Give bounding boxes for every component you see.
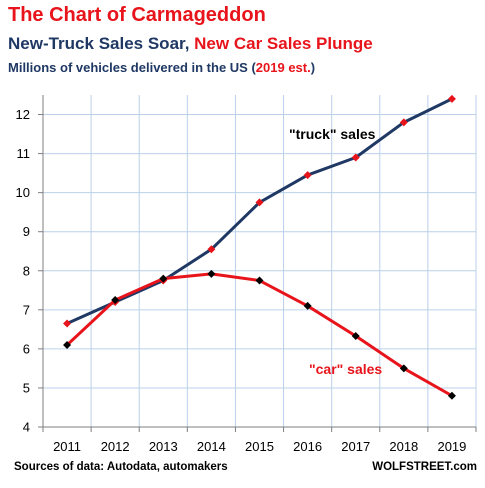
x-tick-label-2017: 2017 (341, 439, 370, 454)
truck-marker-2016 (303, 171, 312, 180)
truck-marker-2011 (63, 319, 72, 328)
car-marker-2017 (351, 331, 360, 340)
truck-series-line (66, 97, 453, 325)
chart-units: Millions of vehicles delivered in the US… (8, 60, 315, 75)
x-tick-label-2016: 2016 (293, 439, 322, 454)
y-tick-label: 11 (17, 146, 31, 161)
x-tick-label-2019: 2019 (437, 439, 466, 454)
car-marker-2012 (111, 296, 120, 305)
car-series-label: "car" sales (309, 361, 382, 377)
x-tick-label-2011: 2011 (53, 439, 81, 454)
x-tick-label-2015: 2015 (245, 439, 274, 454)
truck-marker-2018 (399, 118, 408, 127)
truck-marker-2014 (207, 245, 216, 254)
car-marker-2019 (447, 391, 456, 400)
car-marker-2014 (207, 269, 216, 278)
subtitle-car: New Car Sales Plunge (194, 34, 373, 53)
car-marker-2015 (255, 276, 264, 285)
y-tick-label: 6 (23, 341, 30, 356)
y-tick-label: 12 (16, 107, 30, 122)
truck-marker-2019 (447, 94, 456, 103)
y-tick-label: 10 (16, 185, 30, 200)
y-tick-label: 5 (23, 380, 30, 395)
units-label: Millions of vehicles delivered in the US… (8, 60, 256, 75)
car-marker-2018 (399, 364, 408, 373)
car-marker-2013 (159, 274, 168, 283)
units-close: ) (310, 60, 316, 75)
car-series-line (66, 272, 453, 398)
brand-logo-text: WOLFSTREET.com (372, 461, 477, 473)
data-source: Sources of data: Autodata, automakers (14, 461, 228, 473)
x-tick-label-2014: 2014 (197, 439, 226, 454)
x-tick-label-2013: 2013 (149, 439, 178, 454)
chart-subtitle: New-Truck Sales Soar, New Car Sales Plun… (8, 34, 373, 54)
subtitle-truck: New-Truck Sales Soar, (8, 34, 190, 53)
chart-title: The Chart of Carmageddon (8, 4, 266, 26)
x-tick-label-2018: 2018 (389, 439, 418, 454)
units-estimate: 2019 est. (255, 60, 311, 75)
y-tick-label: 9 (23, 224, 30, 239)
x-tick-label-2012: 2012 (101, 439, 130, 454)
truck-marker-2017 (351, 153, 360, 162)
y-tick-label: 4 (23, 420, 30, 435)
car-marker-2011 (63, 340, 72, 349)
car-marker-2016 (303, 301, 312, 310)
truck-marker-2015 (255, 198, 264, 207)
y-tick-label: 7 (23, 302, 30, 317)
truck-series-label: "truck" sales (289, 126, 376, 142)
y-tick-label: 8 (23, 263, 30, 278)
